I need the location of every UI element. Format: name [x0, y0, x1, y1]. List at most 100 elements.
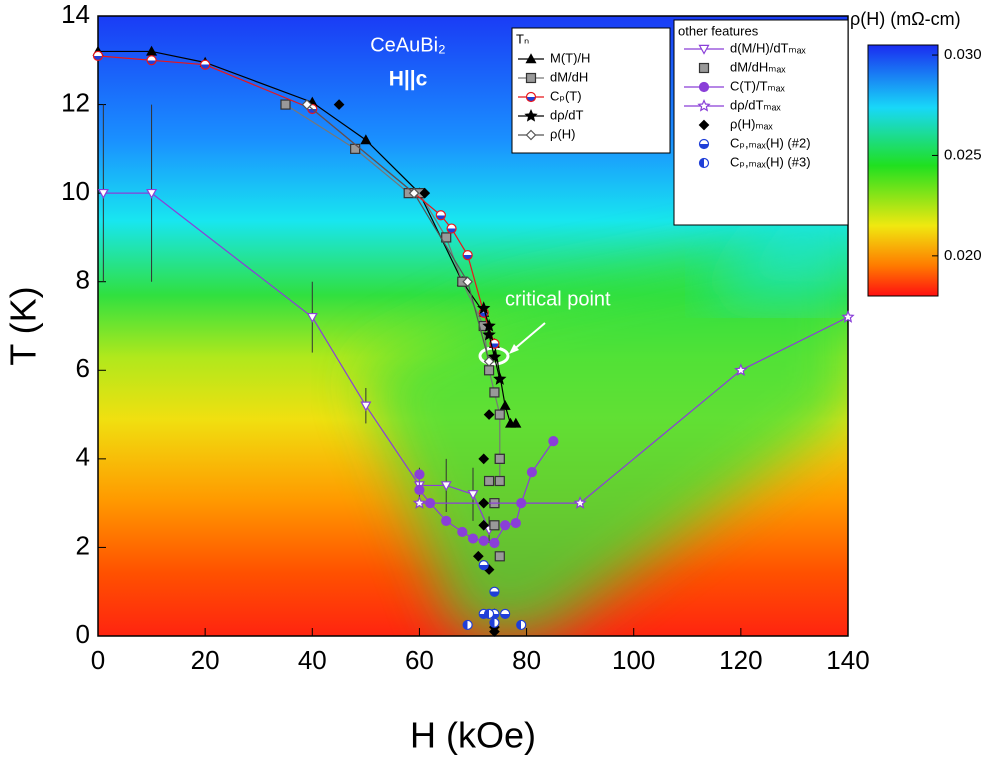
marker	[478, 560, 489, 571]
marker	[412, 496, 427, 509]
legend-marker	[525, 72, 537, 84]
marker	[483, 608, 495, 619]
y-tick-label: 6	[76, 353, 90, 383]
x-tick-label: 0	[91, 645, 105, 675]
marker	[516, 619, 527, 631]
marker	[510, 517, 521, 529]
legend-label: Cₚ,ₘₐₓ(H) (#3)	[730, 154, 811, 169]
marker	[483, 409, 495, 420]
marker	[462, 619, 473, 631]
legend-title: Tₙ	[516, 31, 529, 46]
marker	[548, 436, 559, 447]
marker	[841, 310, 855, 323]
legend-label: M(T)/H	[550, 50, 590, 65]
legend-marker	[525, 53, 537, 64]
marker	[489, 520, 500, 531]
legend-marker	[698, 62, 710, 74]
legend-box	[511, 27, 671, 154]
marker	[494, 475, 505, 487]
x-tick-label: 100	[612, 645, 655, 675]
marker	[350, 143, 361, 154]
colorbar-title: ρ(H) (mΩ-cm)	[850, 9, 961, 29]
annotation: H||c	[389, 68, 428, 91]
marker	[483, 365, 495, 376]
marker	[414, 484, 425, 495]
legend-label: ρ(H)ₘₐₓ	[730, 116, 773, 131]
x-tick-label: 80	[512, 645, 541, 675]
marker	[493, 372, 507, 385]
marker	[414, 469, 425, 480]
y-tick-label: 8	[76, 265, 90, 295]
legend-marker	[525, 129, 537, 141]
marker	[97, 188, 109, 199]
marker	[280, 99, 291, 110]
marker	[489, 617, 500, 628]
x-tick-label: 20	[191, 645, 220, 675]
marker	[734, 363, 748, 376]
series-line	[419, 316, 849, 504]
legend-label: Cₚ(T)	[550, 88, 582, 103]
legend-box	[673, 19, 849, 226]
marker	[489, 537, 500, 549]
legend-label: d(M/H)/dTₘₐₓ	[730, 40, 806, 55]
marker	[494, 453, 505, 464]
marker	[478, 497, 490, 509]
marker	[489, 387, 500, 398]
marker	[462, 276, 473, 288]
series-line	[306, 104, 490, 362]
colorbar-tick-label: 0.030	[944, 46, 982, 63]
marker	[478, 519, 490, 531]
legend-label: dM/dHₘₐₓ	[730, 59, 786, 74]
y-axis-title: T (K)	[3, 286, 44, 365]
marker	[360, 401, 372, 412]
marker	[440, 481, 452, 492]
marker	[478, 453, 490, 465]
marker	[146, 188, 158, 199]
marker	[489, 626, 500, 637]
marker	[200, 59, 211, 70]
marker	[441, 232, 452, 243]
marker	[435, 210, 446, 221]
legend-marker	[525, 91, 537, 103]
marker	[146, 45, 158, 56]
marker	[441, 515, 452, 526]
marker	[467, 490, 479, 501]
marker	[499, 399, 511, 410]
marker	[510, 417, 522, 428]
legend-marker	[524, 108, 538, 122]
marker	[462, 250, 473, 261]
legend-title: other features	[678, 23, 759, 38]
arrow	[511, 322, 546, 352]
marker	[92, 50, 104, 61]
annotation: CeAuBi₂	[370, 34, 446, 56]
colorbar-tick-label: 0.025	[944, 146, 982, 163]
marker	[483, 356, 495, 367]
legend-marker	[698, 81, 710, 93]
marker	[146, 55, 157, 66]
marker	[489, 586, 500, 597]
marker	[360, 134, 372, 145]
legend-label: ρ(H)	[550, 126, 575, 141]
marker	[477, 301, 491, 314]
y-tick-label: 2	[76, 530, 90, 560]
arrow-head	[509, 344, 519, 354]
legend-label: dρ/dTₘₐₓ	[730, 97, 781, 112]
series-line	[103, 192, 490, 530]
legend-marker	[697, 98, 711, 112]
marker	[467, 533, 479, 544]
marker	[473, 550, 484, 562]
marker	[478, 535, 489, 546]
plot-frame	[97, 15, 849, 637]
legend-label: Cₚ,ₘₐₓ(H) (#2)	[730, 135, 811, 150]
marker	[573, 496, 587, 509]
y-tick-label: 10	[61, 176, 90, 206]
legend-marker	[698, 44, 710, 55]
x-tick-label: 60	[405, 645, 434, 675]
colorbar-tick-label: 0.020	[944, 247, 982, 264]
marker	[494, 409, 505, 420]
legend-label: C(T)/Tₘₐₓ	[730, 78, 785, 93]
marker	[482, 327, 496, 341]
legend-marker	[698, 157, 710, 169]
annotation: critical point	[505, 288, 611, 310]
